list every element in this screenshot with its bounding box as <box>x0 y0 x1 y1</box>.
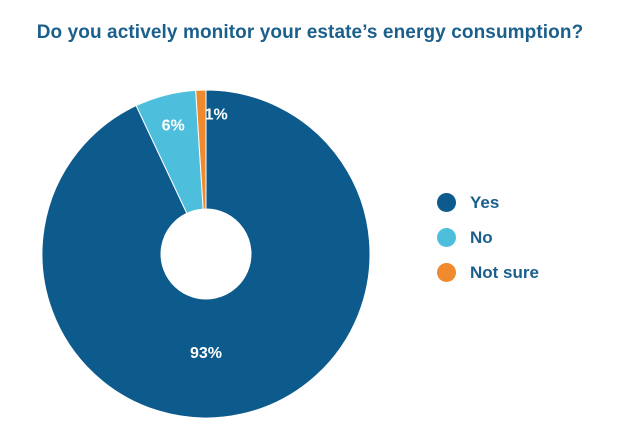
legend: Yes No Not sure <box>437 185 539 290</box>
legend-label-no: No <box>470 227 493 247</box>
legend-item-not-sure: Not sure <box>437 255 539 290</box>
slice-yes <box>41 89 371 419</box>
legend-item-no: No <box>437 220 539 255</box>
legend-swatch-not-sure <box>437 263 456 282</box>
legend-label-yes: Yes <box>470 192 500 212</box>
slice-label-no: 6% <box>162 117 185 134</box>
legend-swatch-yes <box>437 193 456 212</box>
legend-swatch-no <box>437 228 456 247</box>
donut-chart: 93% 6% 1% <box>41 89 371 419</box>
legend-label-not-sure: Not sure <box>470 262 539 282</box>
slice-label-not-sure: 1% <box>205 107 228 124</box>
chart-title: Do you actively monitor your estate’s en… <box>36 22 584 43</box>
slice-not-sure <box>195 89 207 210</box>
slice-label-yes: 93% <box>190 345 222 362</box>
legend-item-yes: Yes <box>437 185 539 220</box>
